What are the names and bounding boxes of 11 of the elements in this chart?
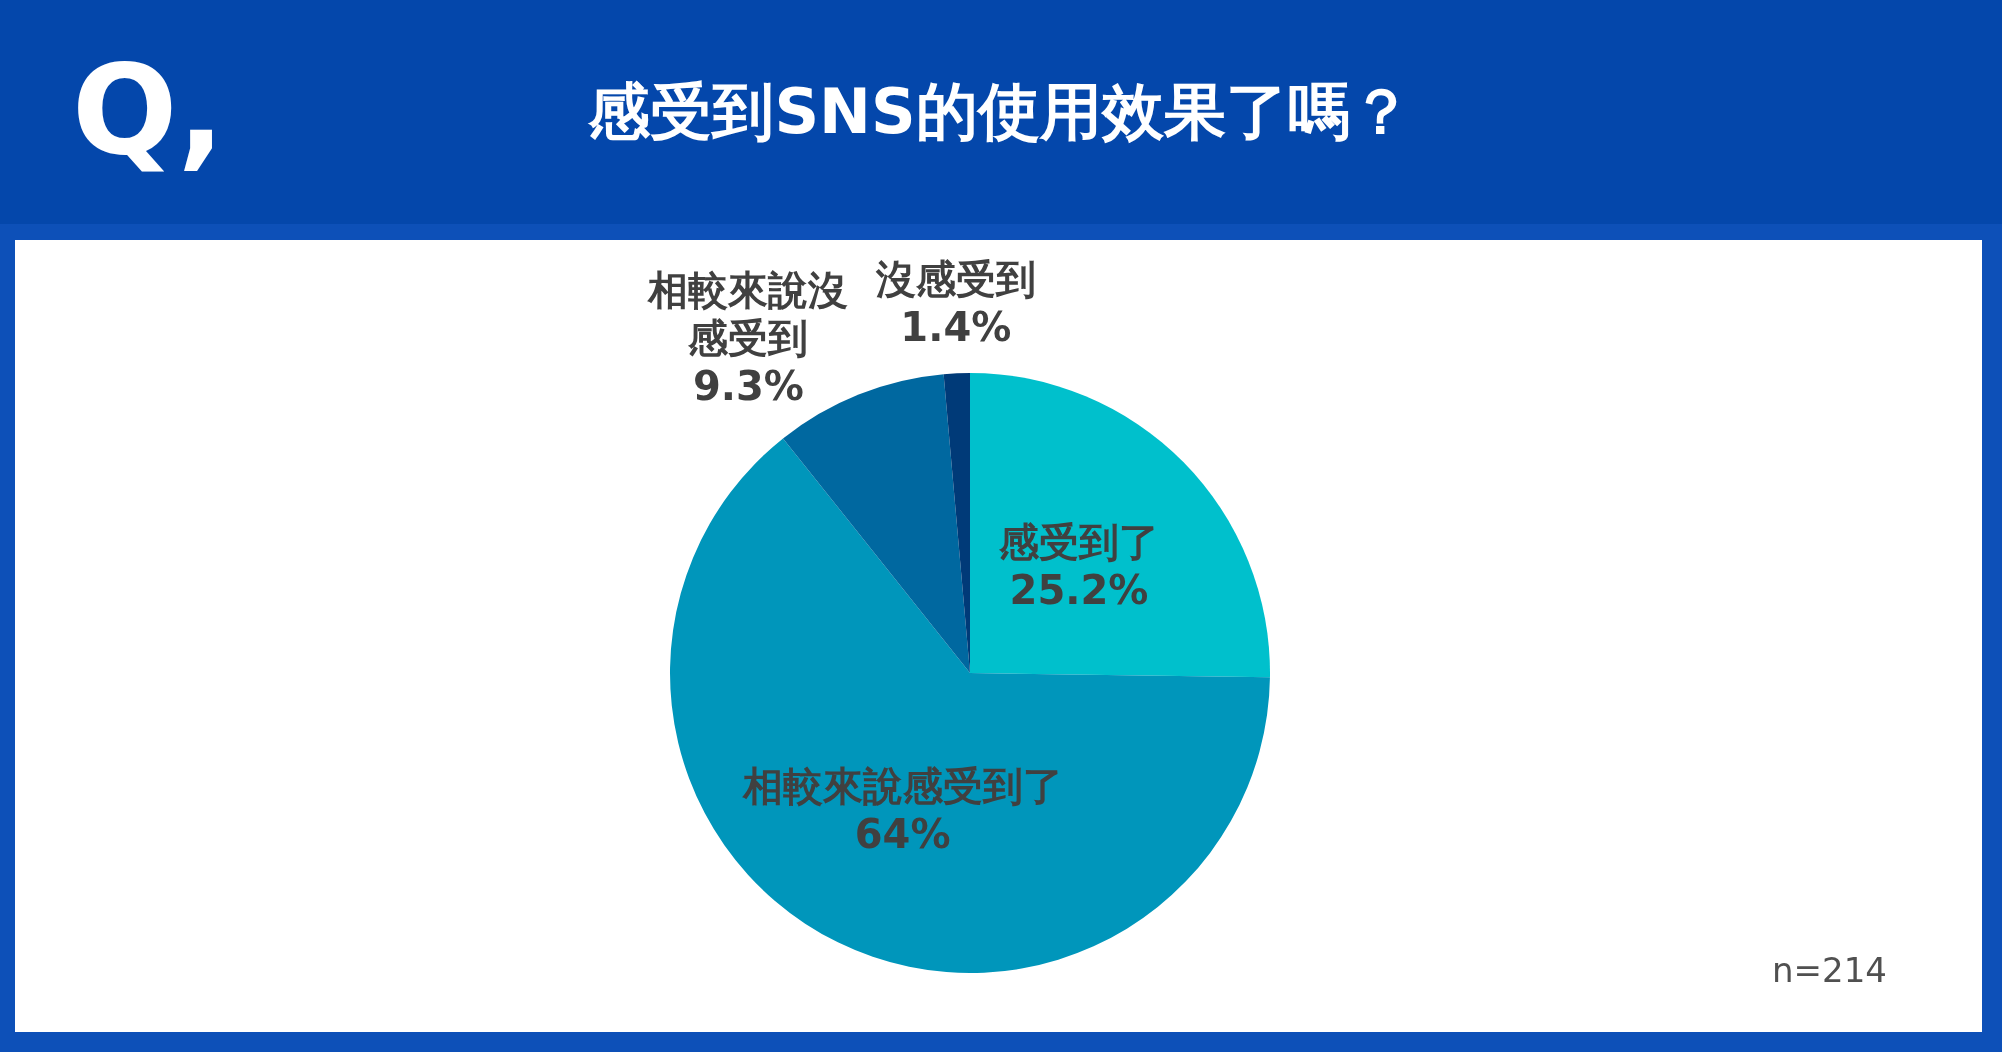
- slice-label: 相較來說沒感受到: [647, 267, 849, 362]
- data-label: 9.3%: [692, 363, 804, 410]
- text: Q,: [72, 38, 225, 182]
- slice-label: 沒感受到: [874, 256, 1036, 303]
- data-label: 1.4%: [900, 304, 1012, 351]
- slice-label: 感受到了: [997, 518, 1159, 565]
- slice-label: 相較來說感受到了: [741, 763, 1063, 810]
- data-label: 25.2%: [1009, 566, 1149, 613]
- text: n=214: [1772, 950, 1887, 990]
- chart-title: 感受到SNS的使用效果了嗎？: [587, 74, 1413, 150]
- data-label: 64%: [854, 811, 951, 858]
